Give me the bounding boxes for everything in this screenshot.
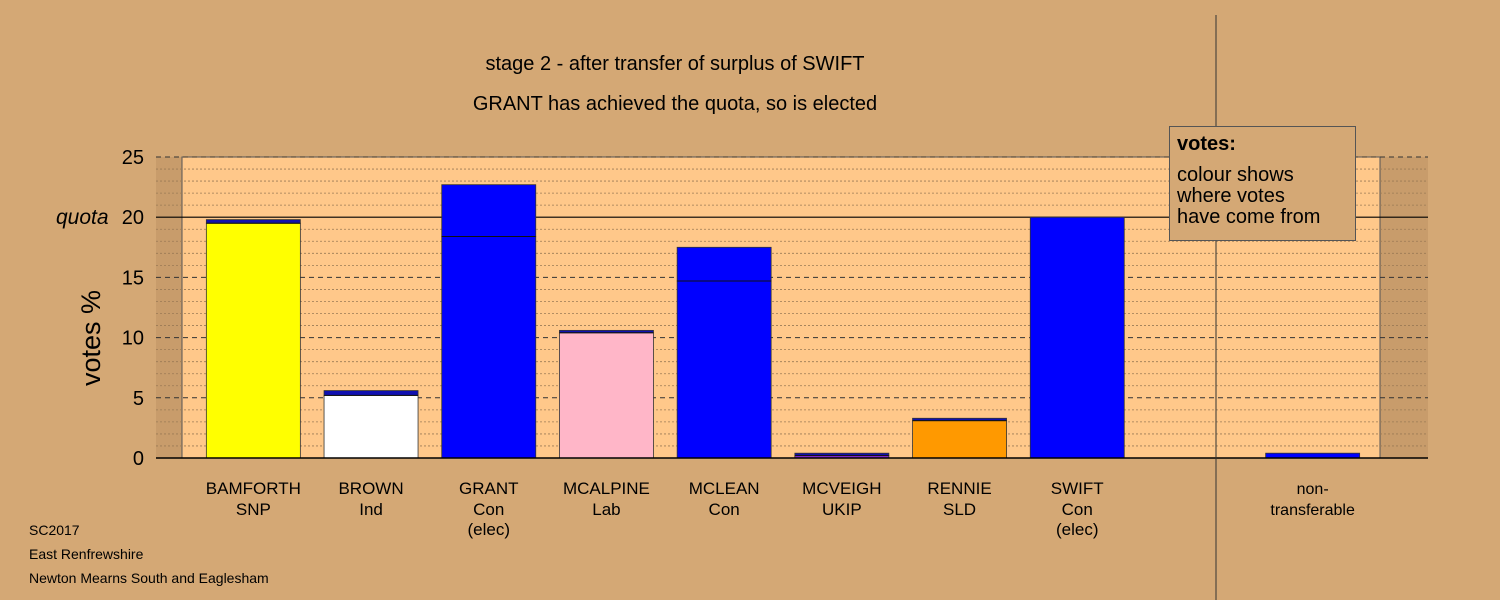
category-label: transferable <box>1270 502 1355 519</box>
category-label: Lab <box>592 500 620 519</box>
category-label: (elec) <box>1056 520 1099 539</box>
category-label: BAMFORTH <box>206 479 301 498</box>
bar-first-preference <box>912 420 1007 459</box>
category-label: SNP <box>236 500 271 519</box>
legend: votes: colour shows where votes have com… <box>1169 126 1356 241</box>
legend-line-2: where votes <box>1177 185 1285 207</box>
y-axis-label: votes % <box>76 290 106 386</box>
y-tick-label: 15 <box>122 267 144 289</box>
y-tick-label: 0 <box>133 448 144 470</box>
category-label: GRANT <box>459 479 519 498</box>
bar-transferred-votes <box>676 246 772 282</box>
category-label: Con <box>709 500 740 519</box>
y-tick-label: 25 <box>122 147 144 169</box>
bar-transferred-votes <box>205 219 301 224</box>
y-tick-label: 20 <box>122 207 144 229</box>
category-label: MCLEAN <box>689 479 760 498</box>
y-tick-label: 5 <box>133 388 144 410</box>
quota-label: quota <box>56 206 109 229</box>
plot-margin-right <box>1380 157 1428 458</box>
category-label: non- <box>1297 481 1329 498</box>
bar-first-preference <box>1029 216 1125 459</box>
chart-title: stage 2 - after transfer of surplus of S… <box>485 53 865 75</box>
category-label: RENNIE <box>927 479 991 498</box>
footer-ward: Newton Mearns South and Eaglesham <box>29 570 269 586</box>
bar-first-preference <box>323 394 419 459</box>
bar-transferred-votes <box>441 184 537 237</box>
category-label: Con <box>473 500 504 519</box>
category-label: (elec) <box>467 520 510 539</box>
bar-first-preference <box>559 332 654 459</box>
bar-first-preference <box>205 222 301 459</box>
chart-subtitle: GRANT has achieved the quota, so is elec… <box>472 93 878 115</box>
plot-margin-left <box>156 157 182 458</box>
legend-line-3: have come from <box>1177 206 1321 228</box>
bar-first-preference <box>441 236 537 459</box>
category-label: UKIP <box>822 500 862 519</box>
legend-title: votes: <box>1177 133 1236 155</box>
footer-election: SC2017 <box>29 522 80 538</box>
y-tick-label: 10 <box>122 328 144 350</box>
category-label: SLD <box>943 500 976 519</box>
legend-line-1: colour shows <box>1177 164 1294 186</box>
category-label: MCVEIGH <box>802 479 881 498</box>
bar-transferred-votes <box>323 390 419 396</box>
category-label: Con <box>1062 500 1093 519</box>
category-label: MCALPINE <box>563 479 650 498</box>
category-label: Ind <box>359 500 383 519</box>
category-label: BROWN <box>338 479 403 498</box>
category-label: SWIFT <box>1051 479 1104 498</box>
bar-first-preference <box>676 280 772 459</box>
footer-council: East Renfrewshire <box>29 546 144 562</box>
